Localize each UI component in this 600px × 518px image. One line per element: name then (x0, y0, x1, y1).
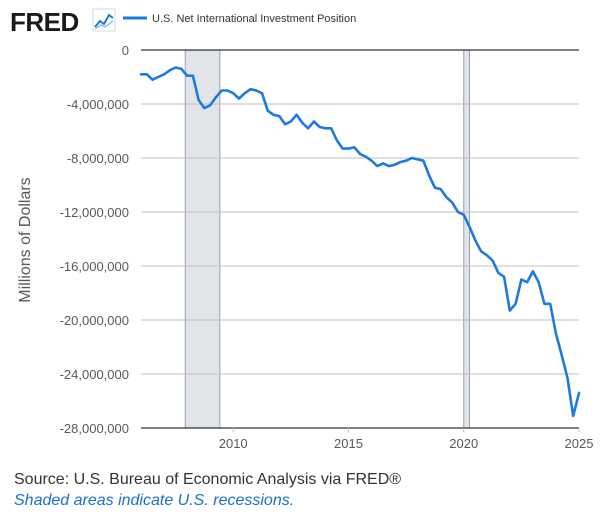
y-tick-label: -20,000,000 (60, 313, 129, 328)
fred-logo-text[interactable]: FRED (10, 7, 79, 37)
series-line (139, 66, 581, 418)
line-chart-icon (92, 8, 116, 32)
recession-band (463, 49, 471, 429)
x-tick-label: 2010 (219, 436, 248, 451)
x-tick-label: 2025 (565, 436, 594, 451)
source-note: Source: U.S. Bureau of Economic Analysis… (14, 471, 402, 488)
y-tick-label: -16,000,000 (60, 259, 129, 274)
series-layer (139, 66, 581, 418)
recession-note: Shaded areas indicate U.S. recessions. (14, 492, 295, 509)
grid-layer (141, 49, 579, 429)
y-tick-label: -8,000,000 (67, 151, 129, 166)
legend: U.S. Net International Investment Positi… (123, 13, 356, 25)
recession-layer (184, 49, 471, 429)
y-tick-label: -4,000,000 (67, 97, 129, 112)
y-axis: 0 -4,000,000 -8,000,000 -12,000,000 -16,000,… (60, 43, 129, 436)
y-tick-label: -24,000,000 (60, 367, 129, 382)
y-tick-label: -28,000,000 (60, 421, 129, 436)
x-tick-label: 2015 (334, 436, 363, 451)
x-axis: 2010 2015 2020 2025 (219, 428, 594, 451)
y-tick-label: 0 (122, 43, 129, 58)
y-tick-label: -12,000,000 (60, 205, 129, 220)
fred-logo[interactable]: FRED (10, 7, 116, 37)
x-tick-label: 2020 (449, 436, 478, 451)
legend-label: U.S. Net International Investment Positi… (152, 13, 356, 25)
recession-band (184, 49, 221, 429)
y-axis-title: Millions of Dollars (17, 177, 34, 302)
